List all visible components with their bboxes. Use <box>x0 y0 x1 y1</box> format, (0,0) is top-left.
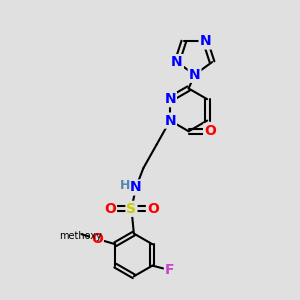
Text: O: O <box>147 202 159 216</box>
Text: O: O <box>91 232 103 246</box>
Text: N: N <box>164 92 176 106</box>
Text: N: N <box>189 68 200 82</box>
Text: N: N <box>164 114 176 128</box>
Text: O: O <box>104 202 116 216</box>
Text: N: N <box>130 181 142 194</box>
Text: methoxy: methoxy <box>59 232 102 242</box>
Text: N: N <box>200 34 211 49</box>
Text: N: N <box>171 55 183 69</box>
Text: F: F <box>165 263 174 277</box>
Text: H: H <box>119 178 130 192</box>
Text: O: O <box>204 124 216 138</box>
Text: S: S <box>127 202 136 216</box>
